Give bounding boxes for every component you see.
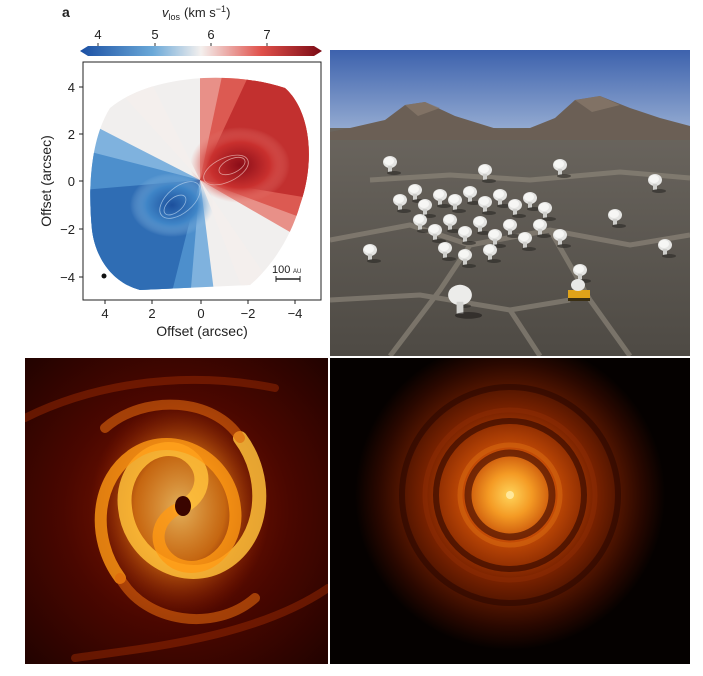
- x-tick-label: −2: [241, 306, 256, 321]
- panel-b-telescope-array-photo: [330, 50, 690, 356]
- colorbar-tick: 4: [94, 27, 101, 42]
- antenna-transporter: [568, 279, 590, 301]
- x-tick-label: 2: [148, 306, 155, 321]
- panel-c-spiral-disk-image: [25, 358, 328, 664]
- colorbar-title: vlos (km s−1): [162, 4, 230, 22]
- telescope-array-illustration: [330, 50, 690, 356]
- y-tick-label: −2: [60, 222, 75, 237]
- scalebar-unit: AU: [293, 269, 301, 275]
- y-tick-label: 2: [68, 127, 75, 142]
- panel-label: a: [62, 4, 70, 20]
- y-axis-label: Offset (arcsec): [38, 135, 54, 227]
- ringed-disk-image: [330, 358, 690, 664]
- foreground-antenna: [448, 284, 483, 319]
- spiral-disk-image: [25, 358, 328, 664]
- spiral-arms: [25, 375, 328, 662]
- disk-velocity-field: [90, 77, 309, 290]
- beam-marker: [101, 273, 107, 279]
- y-tick-label: 0: [68, 174, 75, 189]
- y-tick-label: 4: [68, 80, 75, 95]
- x-axis-label: Offset (arcsec): [156, 323, 248, 339]
- scalebar-value: 100: [272, 264, 290, 276]
- panel-d-ringed-disk-image: [330, 358, 690, 664]
- y-tick-label: −4: [60, 270, 75, 285]
- x-tick-label: 0: [197, 306, 204, 321]
- colorbar-tick: 6: [207, 27, 214, 42]
- colorbar-tick: 7: [263, 27, 270, 42]
- disk-glow: [355, 358, 665, 650]
- x-tick-label: 4: [101, 306, 108, 321]
- colorbar-tick: 5: [151, 27, 158, 42]
- panel-a-velocity-map: a vlos (km s−1) 4 5 6 7: [0, 0, 330, 355]
- dust-rings: [399, 384, 621, 606]
- central-star: [506, 491, 514, 499]
- velocity-map-figure: a vlos (km s−1) 4 5 6 7: [38, 4, 322, 339]
- colorbar: [80, 43, 322, 56]
- central-gap: [175, 496, 191, 516]
- x-tick-label: −4: [288, 306, 303, 321]
